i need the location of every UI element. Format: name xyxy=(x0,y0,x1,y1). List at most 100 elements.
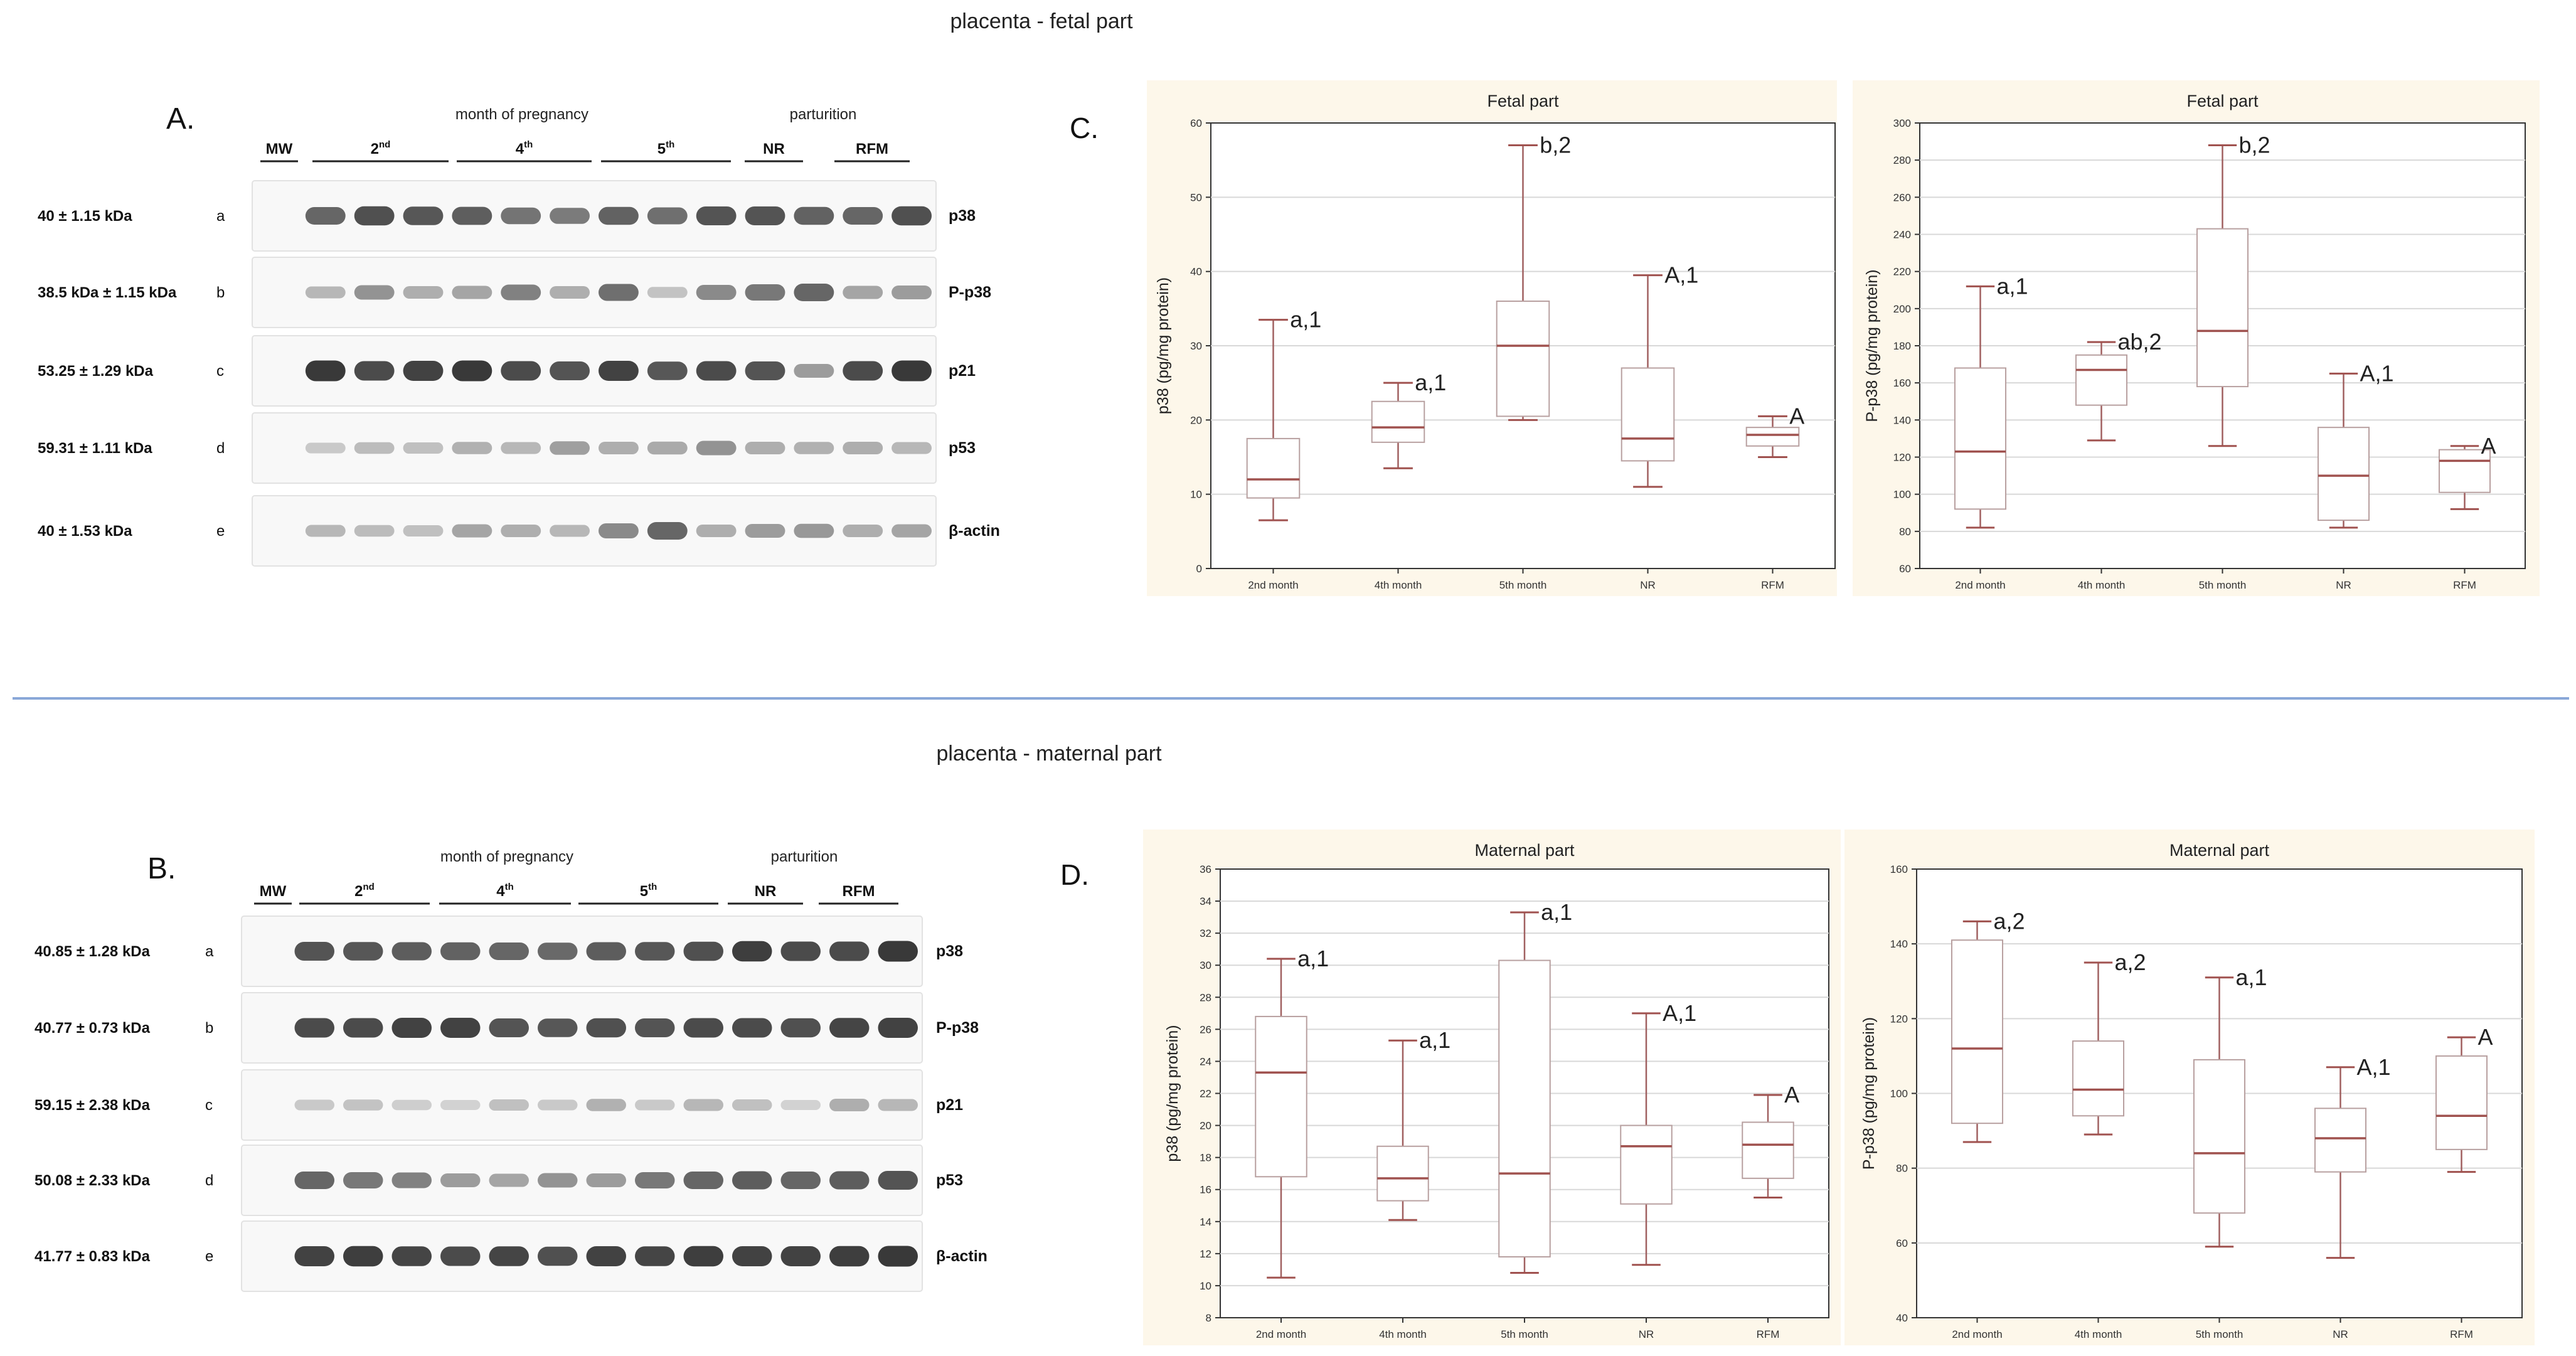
significance-label: a,1 xyxy=(1290,307,1321,333)
significance-label: a,1 xyxy=(1996,273,2028,299)
chart-title: Fetal part xyxy=(1487,92,1559,110)
x-tick-label: 2nd month xyxy=(1952,1328,2002,1340)
box-plot-item: A,1 xyxy=(2317,360,2393,529)
blot-band xyxy=(403,286,444,299)
box-plot-item: A,1 xyxy=(2314,1054,2390,1259)
blot-band xyxy=(403,442,444,454)
blot-band xyxy=(489,942,529,960)
parturition-header: parturition xyxy=(771,848,838,865)
blot-strip xyxy=(241,1145,923,1216)
blot-band xyxy=(538,1099,578,1111)
box-plot-item: b,2 xyxy=(1496,132,1571,421)
box-iqr xyxy=(2435,1055,2488,1150)
y-tick-label: 28 xyxy=(1200,991,1211,1003)
y-axis-label: P-p38 (pg/mg protein) xyxy=(1860,1017,1878,1170)
blot-band xyxy=(635,1246,675,1266)
blot-band xyxy=(294,1246,334,1266)
blot-band xyxy=(878,1246,918,1267)
y-axis-label: p38 (pg/mg protein) xyxy=(1154,277,1172,414)
molecular-weight-label: 40 ± 1.15 kDa xyxy=(38,208,132,225)
box-iqr xyxy=(1620,1124,1673,1205)
blot-band xyxy=(843,442,883,454)
blot-band xyxy=(305,286,346,299)
blot-band xyxy=(745,442,785,454)
box-plot-item: a,1 xyxy=(1246,307,1321,521)
blot-band xyxy=(586,1246,626,1266)
y-tick-label: 180 xyxy=(1893,340,1911,352)
blot-band xyxy=(745,361,785,380)
panel-letter: B. xyxy=(147,852,176,885)
blot-band xyxy=(745,284,785,301)
blot-band xyxy=(586,1173,626,1187)
y-tick-label: 280 xyxy=(1893,154,1911,166)
blot-strip xyxy=(252,257,937,328)
row-letter: a xyxy=(216,208,225,225)
chart-title: Fetal part xyxy=(2186,92,2259,110)
significance-label: A,1 xyxy=(2360,360,2393,386)
blot-band xyxy=(440,1018,481,1038)
blot-band xyxy=(647,287,688,298)
y-tick-label: 200 xyxy=(1893,303,1911,315)
box-plot-item: a,2 xyxy=(1951,908,2025,1143)
blot-band xyxy=(294,1099,334,1111)
blot-band xyxy=(354,285,395,300)
y-tick-label: 240 xyxy=(1893,229,1911,241)
blot-band xyxy=(403,206,444,225)
lane-group-label: NR xyxy=(755,883,777,900)
blot-band xyxy=(647,522,688,540)
significance-label: a,2 xyxy=(1993,908,2025,934)
significance-label: a,1 xyxy=(1541,899,1572,925)
box-plot-item: a,1 xyxy=(1954,273,2028,529)
lane-group-label: 2nd xyxy=(371,139,391,157)
blot-band xyxy=(586,942,626,961)
x-tick-label: 5th month xyxy=(1501,1328,1548,1340)
blot-band xyxy=(440,942,481,961)
significance-label: A xyxy=(1784,1082,1799,1108)
y-tick-label: 20 xyxy=(1190,414,1202,426)
significance-label: a,1 xyxy=(1419,1027,1450,1053)
significance-label: ab,2 xyxy=(2117,329,2161,355)
blot-band xyxy=(780,941,821,961)
blot-band xyxy=(489,1018,529,1037)
lane-group-label: 4th xyxy=(516,139,533,157)
blot-band xyxy=(343,1246,383,1267)
significance-label: b,2 xyxy=(2238,132,2270,158)
blot-band xyxy=(538,1246,578,1266)
y-tick-label: 34 xyxy=(1200,895,1211,907)
blot-band xyxy=(599,442,639,454)
x-tick-label: 5th month xyxy=(2199,579,2247,591)
molecular-weight-label: 40.77 ± 0.73 kDa xyxy=(35,1020,151,1037)
row-letter: b xyxy=(205,1020,213,1037)
y-tick-label: 30 xyxy=(1190,340,1202,352)
blot-band xyxy=(843,286,883,299)
blot-band xyxy=(452,206,492,225)
blot-band xyxy=(599,361,639,381)
molecular-weight-label: 40.85 ± 1.28 kDa xyxy=(35,943,151,960)
significance-label: A xyxy=(1789,403,1804,429)
blot-band xyxy=(452,286,492,299)
blot-band xyxy=(794,364,834,378)
protein-label: p38 xyxy=(949,207,976,225)
box-iqr xyxy=(1742,1121,1794,1179)
box-plot-charts: Fetal part 0 10 20 30 40 50 60 p38 (pg/mg protei… xyxy=(1143,80,2540,1345)
blot-band xyxy=(647,207,688,225)
box-iqr xyxy=(2193,1059,2246,1214)
protein-label: p53 xyxy=(949,439,976,457)
box-iqr xyxy=(1745,427,1800,447)
blot-band xyxy=(891,524,932,538)
blot-band xyxy=(550,441,590,455)
y-tick-label: 60 xyxy=(1190,117,1202,129)
significance-label: A xyxy=(2478,1024,2493,1050)
blot-band xyxy=(732,1246,772,1266)
blot-strip xyxy=(252,335,937,407)
box-iqr xyxy=(2438,449,2491,493)
box-iqr xyxy=(1371,400,1425,443)
blot-strip xyxy=(241,1069,923,1141)
y-tick-label: 100 xyxy=(1890,1088,1908,1100)
blot-band xyxy=(696,361,737,381)
y-tick-label: 120 xyxy=(1893,452,1911,464)
y-axis-label: p38 (pg/mg protein) xyxy=(1164,1025,1181,1161)
box-plot-chart: Fetal part 60 80 100 120 140 160 180 200 220 240 26… xyxy=(1853,80,2540,596)
y-tick-label: 36 xyxy=(1200,863,1211,875)
lane-group-label: 2nd xyxy=(354,882,375,900)
